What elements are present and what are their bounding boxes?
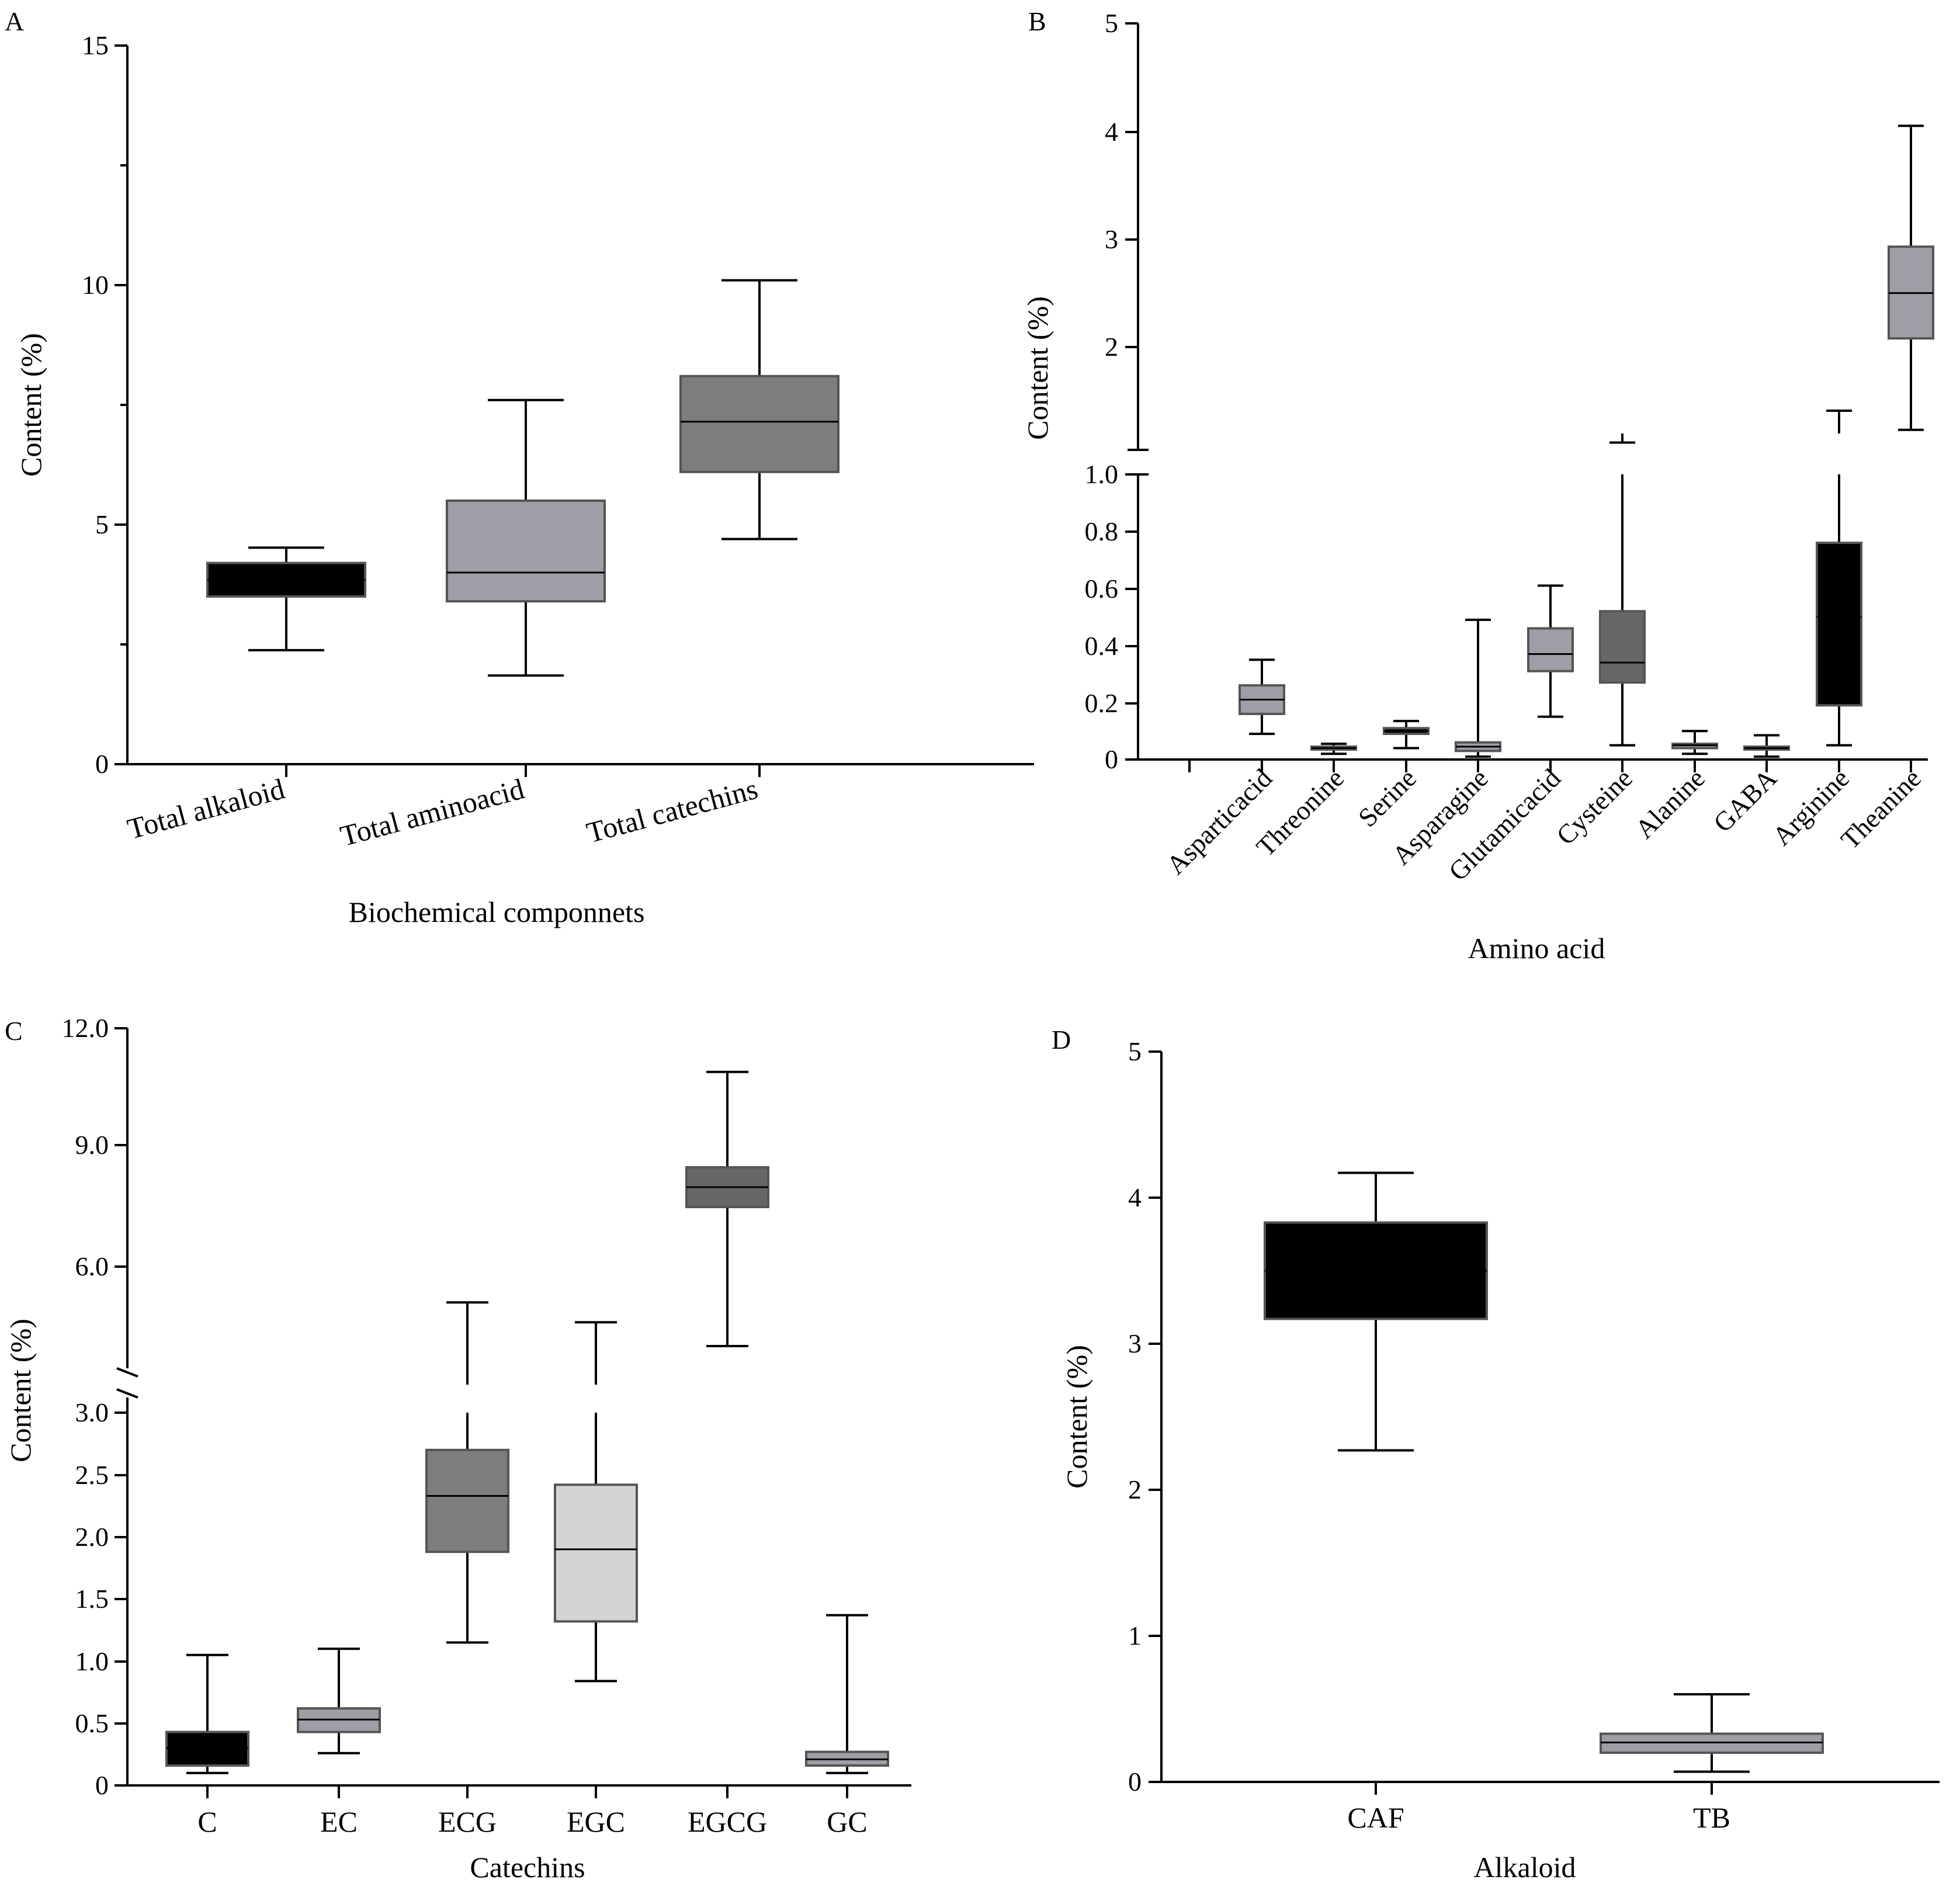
panel-b-xlabel: Amino acid xyxy=(1468,932,1605,965)
panel-d-letter: D xyxy=(1052,1025,1071,1055)
box-cysteine xyxy=(1599,610,1646,684)
panel-d-xtick: TB xyxy=(1693,1801,1730,1834)
panel-a-axes xyxy=(115,44,1034,777)
panel-d-xtick: CAF xyxy=(1347,1801,1404,1834)
panel-c-ytick: 0.5 xyxy=(75,1708,109,1738)
box-egc xyxy=(554,1483,638,1623)
panel-a-boxes xyxy=(206,279,839,677)
panel-d-ytick: 2 xyxy=(1128,1475,1142,1504)
panel-b-axes xyxy=(1125,22,1928,772)
panel-c-xtick: C xyxy=(197,1805,217,1838)
panel-c-ytick: 0 xyxy=(95,1770,109,1800)
panel-b-letter: B xyxy=(1028,6,1046,36)
panel-d-ytick: 1 xyxy=(1128,1621,1142,1650)
panel-b-ytick: 0.2 xyxy=(1085,688,1119,718)
panel-d: D 0 1 2 3 4 5 CAF TB Alkaloid Content ( xyxy=(1052,1025,1940,1884)
panel-b-ytick: 0.8 xyxy=(1085,516,1119,546)
panel-c-xtick: EGCG xyxy=(688,1805,767,1838)
panel-c-xtick: ECG xyxy=(438,1805,497,1838)
panel-b-ylabel: Content (%) xyxy=(1021,296,1054,440)
panel-b-boxes xyxy=(1239,124,1934,758)
panel-b-yticklabels: 0 0.2 0.4 0.6 0.8 1.0 2 3 4 5 xyxy=(1085,8,1119,774)
box-total-aminoacid xyxy=(446,500,606,603)
panel-a-ytick: 5 xyxy=(95,509,109,539)
box-glutamicacid xyxy=(1527,627,1574,672)
panel-c-ytick: 9.0 xyxy=(75,1130,109,1160)
panel-d-ytick: 4 xyxy=(1128,1182,1142,1212)
panel-c-ytick: 6.0 xyxy=(75,1251,109,1281)
panel-c-ytick: 12.0 xyxy=(62,1013,109,1043)
panel-d-ytick: 5 xyxy=(1128,1036,1142,1066)
panel-c: C 0 0.5 1.0 xyxy=(4,1013,911,1884)
panel-d-xticklabels: CAF TB xyxy=(1347,1801,1730,1834)
panel-d-ytick: 0 xyxy=(1128,1767,1142,1797)
panel-c-ytick: 1.5 xyxy=(75,1584,109,1614)
panel-c-boxes xyxy=(165,1070,889,1774)
panel-a-ylabel: Content (%) xyxy=(15,333,47,477)
panel-b-ytick: 4 xyxy=(1105,117,1118,147)
panel-c-xlabel: Catechins xyxy=(470,1851,585,1884)
panel-b-ytick: 0.4 xyxy=(1085,631,1119,661)
panel-c-ytick: 2.5 xyxy=(75,1460,109,1490)
panel-b-ytick: 0 xyxy=(1105,744,1118,774)
panel-d-ytick: 3 xyxy=(1128,1329,1142,1358)
panel-c-xtick: GC xyxy=(827,1805,867,1838)
panel-c-axes xyxy=(115,1027,911,1798)
panel-a-xlabel: Biochemical componnets xyxy=(349,896,645,928)
box-ecg xyxy=(425,1448,509,1553)
panel-a-ytick: 15 xyxy=(82,30,109,60)
panel-b-ytick: 1.0 xyxy=(1085,459,1119,489)
panel-c-xtick: EGC xyxy=(567,1805,625,1838)
panel-b-ytick: 2 xyxy=(1105,332,1118,362)
panel-d-axes xyxy=(1149,1050,1940,1795)
panel-a-ytick: 0 xyxy=(95,749,109,779)
panel-c-letter: C xyxy=(5,1016,23,1046)
panel-a-ytick: 10 xyxy=(82,270,109,300)
panel-d-xlabel: Alkaloid xyxy=(1474,1851,1576,1884)
panel-d-yticklabels: 0 1 2 3 4 5 xyxy=(1128,1036,1142,1797)
panel-c-xticklabels: C EC ECG EGC EGCG GC xyxy=(197,1805,867,1838)
box-arginine xyxy=(1816,542,1862,707)
panel-c-xtick: EC xyxy=(320,1805,358,1838)
panel-a-letter: A xyxy=(5,6,24,36)
box-total-catechins xyxy=(679,374,839,473)
panel-b-ytick: 0.6 xyxy=(1085,574,1119,604)
panel-c-yticklabels: 0 0.5 1.0 1.5 2.0 2.5 3.0 6.0 9.0 12.0 xyxy=(62,1013,109,1800)
panel-a-yticklabels: 0 5 10 15 xyxy=(82,30,109,779)
panel-c-ytick: 3.0 xyxy=(75,1397,109,1427)
panel-b-ytick: 3 xyxy=(1105,224,1118,254)
panel-c-ytick: 2.0 xyxy=(75,1522,109,1552)
panel-c-ylabel: Content (%) xyxy=(4,1319,37,1462)
panel-d-boxes xyxy=(1264,1171,1824,1773)
panel-b-ytick: 5 xyxy=(1105,8,1118,38)
panel-c-ytick: 1.0 xyxy=(75,1646,109,1676)
panel-d-ylabel: Content (%) xyxy=(1060,1345,1093,1489)
